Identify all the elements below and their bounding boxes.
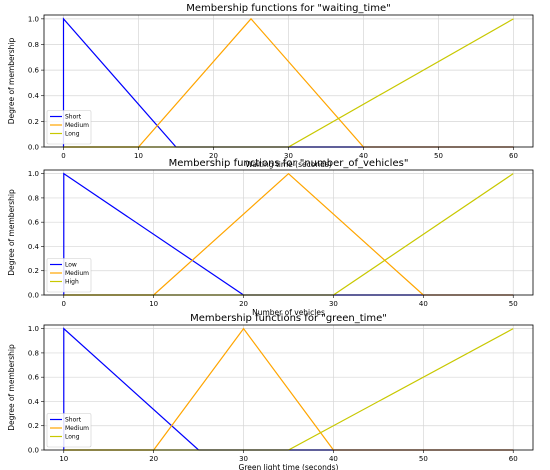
x-tick-label: 40 bbox=[329, 455, 338, 463]
legend-label: Long bbox=[65, 434, 80, 441]
x-tick-label: 60 bbox=[509, 152, 518, 160]
x-tick-label: 50 bbox=[434, 152, 443, 160]
legend-label: Short bbox=[65, 114, 82, 121]
y-tick-label: 0.2 bbox=[28, 422, 39, 430]
legend-box bbox=[46, 110, 92, 145]
x-tick-label: 40 bbox=[359, 152, 368, 160]
y-tick-label: 0.6 bbox=[28, 219, 40, 227]
x-axis-label: Waiting time (seconds) bbox=[245, 160, 331, 169]
y-tick-label: 0.0 bbox=[28, 292, 39, 300]
y-tick-label: 0.2 bbox=[28, 118, 39, 126]
y-axis-label: Degree of membership bbox=[7, 38, 16, 125]
x-tick-label: 20 bbox=[239, 300, 248, 308]
series-line-high bbox=[63, 173, 514, 296]
x-tick-label: 40 bbox=[419, 300, 428, 308]
y-tick-label: 0.8 bbox=[28, 349, 39, 357]
y-axis-label: Degree of membership bbox=[7, 189, 16, 276]
x-tick-label: 50 bbox=[419, 455, 428, 463]
series-line-medium bbox=[63, 172, 514, 296]
chart-1: 0 10 20 30 40 50 60 0.0 0.2 0.4 0.6 0.8 1.0 Membershi… bbox=[7, 3, 534, 169]
x-tick-label: 0 bbox=[61, 152, 65, 160]
y-tick-label: 1.0 bbox=[28, 325, 39, 333]
x-axis-label: Green light time (seconds) bbox=[239, 463, 339, 470]
legend-box bbox=[46, 413, 92, 448]
y-tick-label: 0.6 bbox=[28, 374, 40, 382]
x-tick-label: 20 bbox=[149, 455, 158, 463]
x-axis-label: Number of vehicles bbox=[252, 308, 325, 317]
y-tick-label: 1.0 bbox=[28, 15, 39, 23]
x-tick-label: 10 bbox=[59, 455, 68, 463]
x-tick-label: 30 bbox=[329, 300, 338, 308]
y-tick-label: 0.4 bbox=[28, 398, 40, 406]
plot-frame bbox=[43, 169, 534, 296]
y-tick-label: 0.8 bbox=[28, 194, 39, 202]
chart-title: Membership functions for "waiting_time" bbox=[186, 3, 390, 14]
chart-2: 0 10 20 30 40 50 0.0 0.2 0.4 0.6 0.8 1.0 Membership … bbox=[7, 158, 534, 317]
y-tick-label: 0.4 bbox=[28, 243, 40, 251]
legend-label: Short bbox=[65, 417, 82, 424]
y-tick-label: 1.0 bbox=[28, 170, 39, 178]
x-tick-label: 10 bbox=[134, 152, 143, 160]
y-tick-label: 0.8 bbox=[28, 41, 39, 49]
legend-label: Long bbox=[65, 131, 80, 138]
plot-frame bbox=[43, 324, 534, 451]
legend-label: Low bbox=[65, 262, 77, 269]
x-tick-label: 50 bbox=[509, 300, 518, 308]
chart-3: 10 20 30 40 50 60 0.0 0.2 0.4 0.6 0.8 1.0 Membership… bbox=[7, 313, 534, 470]
x-tick-label: 60 bbox=[509, 455, 518, 463]
legend-label: Medium bbox=[65, 122, 89, 129]
x-tick-label: 20 bbox=[209, 152, 218, 160]
chart-title: Membership functions for "green_time" bbox=[190, 313, 387, 324]
legend-label: Medium bbox=[65, 270, 89, 277]
y-axis-label: Degree of membership bbox=[7, 344, 16, 431]
y-tick-label: 0.2 bbox=[28, 267, 39, 275]
y-tick-label: 0.4 bbox=[28, 92, 40, 100]
legend-label: Medium bbox=[65, 425, 89, 432]
x-tick-label: 10 bbox=[149, 300, 158, 308]
x-tick-label: 0 bbox=[62, 300, 66, 308]
legend-box bbox=[46, 258, 92, 293]
legend-label: High bbox=[65, 279, 79, 286]
series-line-low bbox=[63, 172, 514, 296]
y-tick-label: 0.6 bbox=[28, 67, 40, 75]
y-tick-label: 0.0 bbox=[28, 144, 39, 152]
x-tick-label: 30 bbox=[239, 455, 248, 463]
x-tick-label: 30 bbox=[284, 152, 293, 160]
chart-title: Membership functions for "number_of_vehi… bbox=[169, 158, 409, 169]
y-tick-label: 0.0 bbox=[28, 447, 39, 455]
